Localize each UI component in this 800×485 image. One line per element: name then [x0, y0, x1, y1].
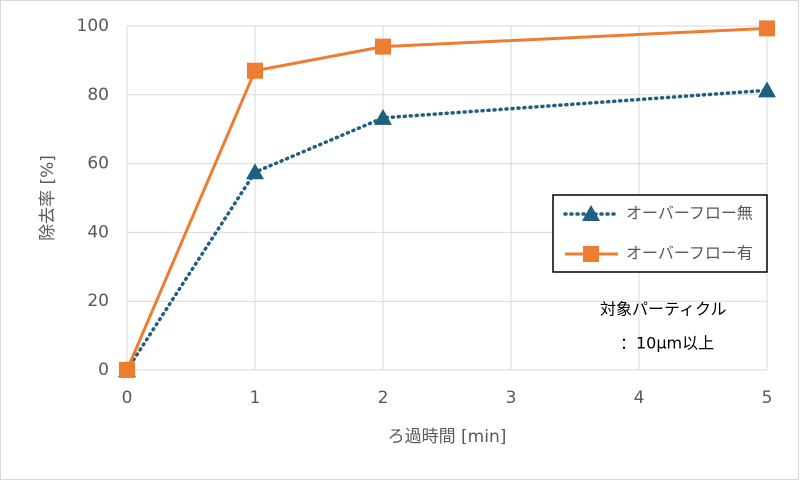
x-tick-label: 0 — [122, 388, 133, 408]
legend-marker — [582, 205, 600, 221]
marker — [119, 362, 135, 378]
annotation: ：10μm以上 — [620, 334, 714, 353]
x-tick-label: 2 — [378, 388, 389, 408]
y-tick-label: 0 — [98, 360, 109, 380]
marker — [247, 62, 263, 79]
y-tick-label: 100 — [77, 16, 109, 36]
y-tick-label: 60 — [87, 154, 109, 174]
x-axis-label: ろ過時間 [min] — [388, 427, 507, 447]
legend-box — [552, 194, 768, 273]
marker — [246, 163, 264, 180]
x-tick-label: 4 — [634, 388, 645, 408]
y-tick-label: 40 — [87, 222, 109, 242]
legend-label: オーバーフロー有 — [626, 244, 753, 263]
marker — [374, 108, 392, 125]
x-tick-label: 5 — [762, 388, 773, 408]
series-line — [125, 88, 769, 372]
annotation: 対象パーティクル — [600, 300, 727, 319]
x-tick-label: 3 — [506, 388, 517, 408]
y-tick-label: 80 — [87, 85, 109, 105]
y-tick-label: 20 — [87, 291, 109, 311]
marker — [375, 38, 391, 55]
legend-label: オーバーフロー無 — [626, 204, 753, 223]
marker — [759, 20, 775, 37]
legend-marker — [583, 246, 599, 262]
series-line — [125, 26, 768, 371]
x-tick-label: 1 — [250, 388, 261, 408]
marker — [758, 81, 776, 98]
y-axis-label: 除去率 [%] — [38, 155, 58, 241]
